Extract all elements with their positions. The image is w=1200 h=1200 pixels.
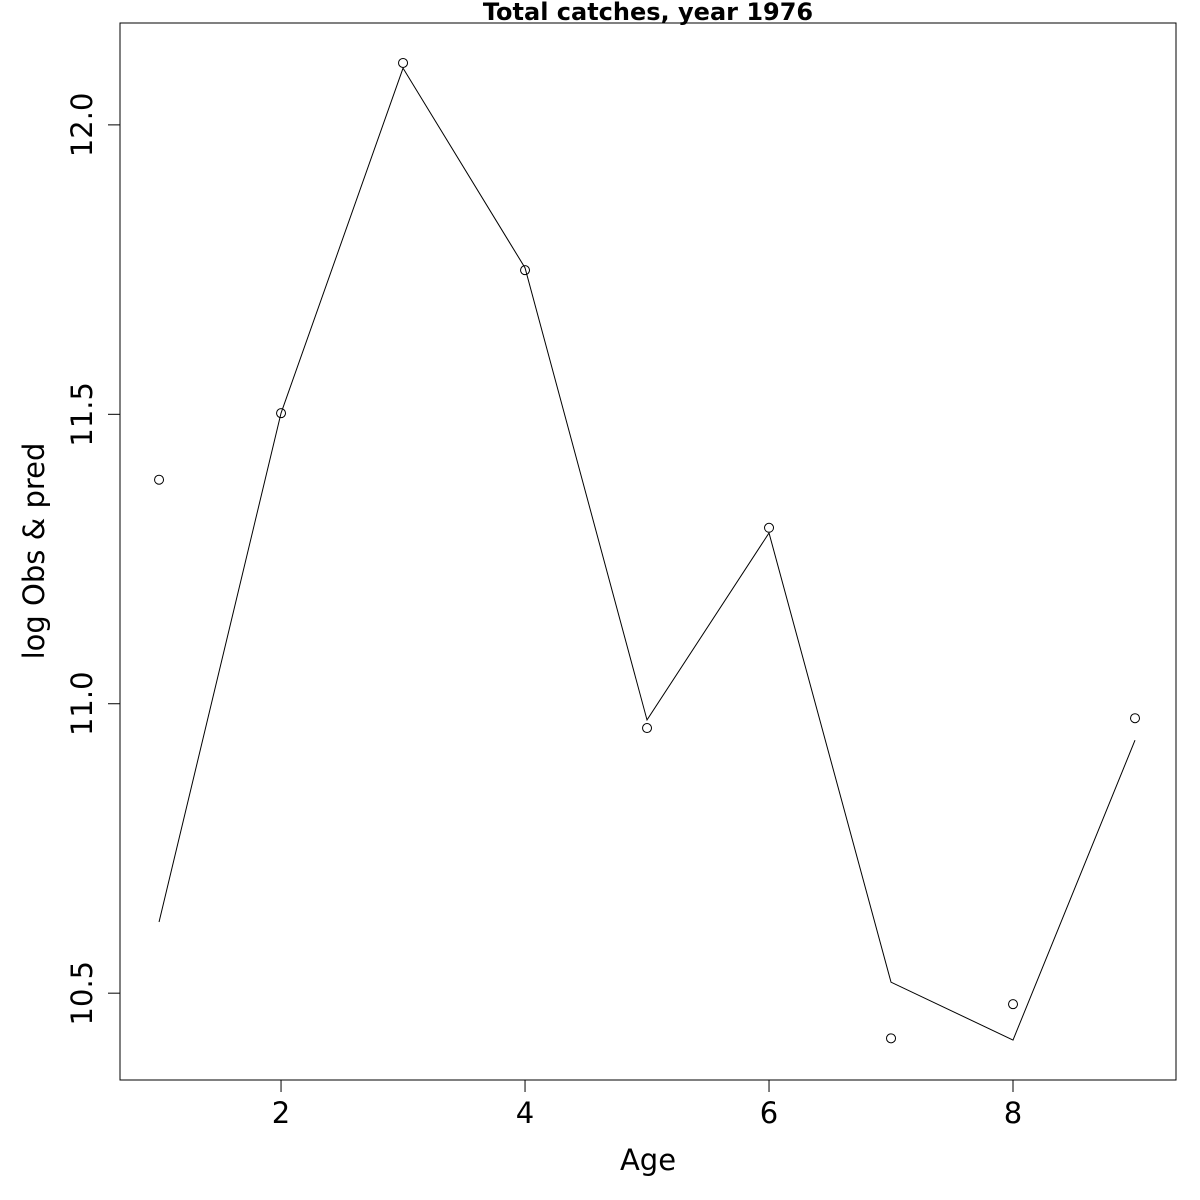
- obs-point: [1008, 999, 1019, 1010]
- x-tick-label: 8: [1004, 1096, 1022, 1130]
- obs-point: [276, 408, 287, 419]
- x-axis-label: Age: [620, 1143, 676, 1177]
- pred-line: [158, 66, 1136, 1041]
- obs-point: [642, 723, 653, 734]
- obs-point: [886, 1033, 897, 1044]
- obs-point: [1130, 713, 1141, 724]
- x-tick-label: 4: [516, 1096, 534, 1130]
- y-tick-label: 12.0: [65, 93, 99, 158]
- y-tick-label: 11.5: [65, 382, 99, 447]
- chart-title: Total catches, year 1976: [483, 0, 813, 26]
- obs-point: [154, 474, 165, 485]
- x-tick-label: 2: [272, 1096, 290, 1130]
- obs-point: [520, 265, 531, 276]
- plot-box: [119, 22, 1177, 1081]
- obs-point: [398, 57, 409, 68]
- y-tick-label: 10.5: [65, 961, 99, 1026]
- x-tick-label: 6: [760, 1096, 778, 1130]
- y-axis-label: log Obs & pred: [17, 443, 51, 660]
- obs-point: [764, 522, 775, 533]
- y-tick-label: 11.0: [65, 671, 99, 736]
